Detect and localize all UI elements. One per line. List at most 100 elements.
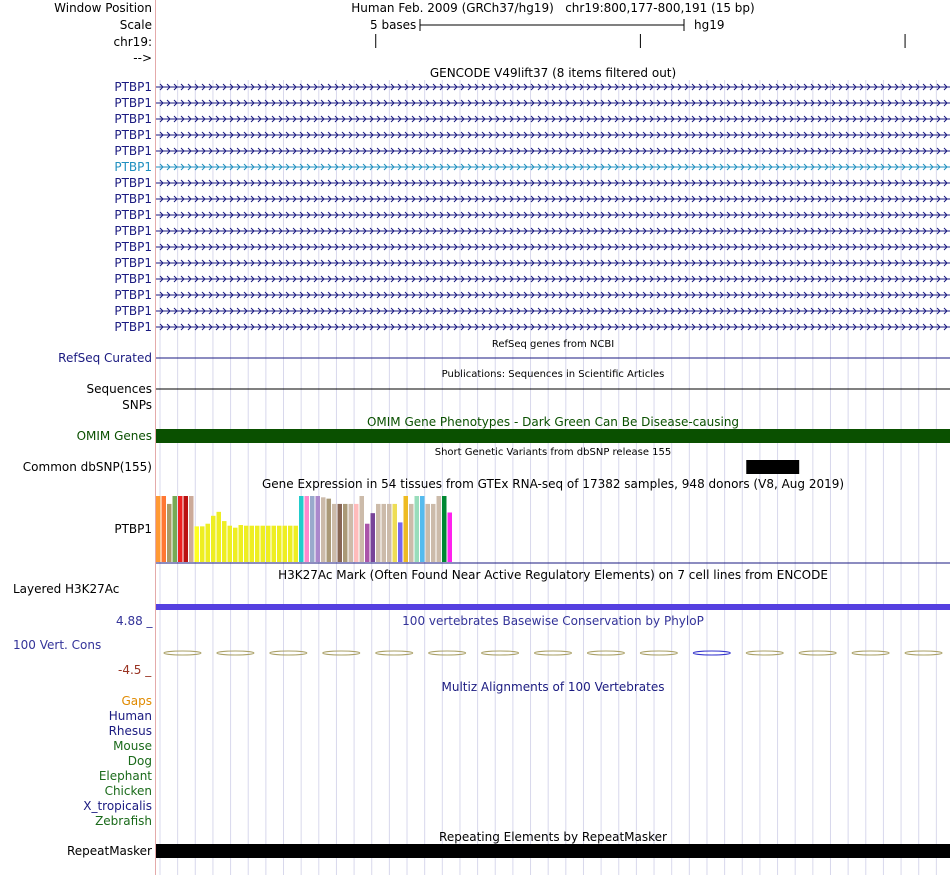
assembly-position: Human Feb. 2009 (GRCh37/hg19) chr19:800,… <box>351 1 755 15</box>
phylop-glyph <box>375 650 414 656</box>
omim-bar <box>156 429 950 443</box>
gaps-label[interactable]: Gaps <box>121 694 152 708</box>
gtex-tissue-bar <box>282 525 287 562</box>
multiz-species-label[interactable]: Mouse <box>113 739 152 753</box>
snps-label[interactable]: SNPs <box>122 398 152 412</box>
gtex-tissue-bar <box>255 525 260 562</box>
gtex-tissue-bar <box>178 496 183 562</box>
gtex-tissue-bar <box>277 525 282 562</box>
phylop-label[interactable]: 100 Vert. Cons <box>13 638 102 652</box>
publications-label[interactable]: Sequences <box>86 382 152 396</box>
multiz-title: Multiz Alignments of 100 Vertebrates <box>441 680 665 694</box>
strand-arrows <box>159 243 948 251</box>
gtex-tissue-bar <box>348 503 353 562</box>
omim-title: OMIM Gene Phenotypes - Dark Green Can Be… <box>366 415 740 429</box>
gtex-tissue-bar <box>172 496 177 562</box>
gtex-tissue-bar <box>227 525 232 562</box>
gtex-tissue-bar <box>293 525 298 562</box>
multiz-species-label[interactable]: Chicken <box>104 784 152 798</box>
repeatmasker-label[interactable]: RepeatMasker <box>66 844 152 858</box>
gtex-tissue-bar <box>299 496 304 562</box>
gencode-transcript-label[interactable]: PTBP1 <box>114 320 152 334</box>
refseq-title: RefSeq genes from NCBI <box>491 339 615 350</box>
gtex-tissue-bar <box>244 525 249 562</box>
repeatmasker-title: Repeating Elements by RepeatMasker <box>439 830 667 844</box>
phylop-glyph <box>269 650 308 656</box>
phylop-title: 100 vertebrates Basewise Conservation by… <box>402 614 704 628</box>
multiz-species-label[interactable]: Zebrafish <box>95 814 152 828</box>
gencode-transcript-label[interactable]: PTBP1 <box>114 112 152 126</box>
phylop-glyph <box>692 650 731 656</box>
gtex-tissue-bar <box>387 503 392 562</box>
gencode-transcript-label[interactable]: PTBP1 <box>114 128 152 142</box>
gencode-transcript-label[interactable]: PTBP1 <box>114 144 152 158</box>
gtex-tissue-bar <box>409 503 414 562</box>
gtex-tissue-bar <box>249 525 254 562</box>
dbsnp-variant <box>746 460 800 474</box>
gtex-tissue-bar <box>431 503 436 562</box>
dbsnp-label[interactable]: Common dbSNP(155) <box>22 460 152 474</box>
phylop-glyph <box>216 650 255 656</box>
gencode-transcript-label[interactable]: PTBP1 <box>114 208 152 222</box>
phylop-glyph <box>163 650 202 656</box>
strand-arrows <box>159 163 948 171</box>
gtex-tissue-bar <box>321 497 326 562</box>
gtex-tissue-bar <box>354 503 359 562</box>
gtex-tissue-bar <box>304 496 309 562</box>
gencode-transcript-label[interactable]: PTBP1 <box>114 160 152 174</box>
gtex-title: Gene Expression in 54 tissues from GTEx … <box>261 477 845 491</box>
gtex-tissue-bar <box>392 503 397 562</box>
strand-arrows <box>159 291 948 299</box>
multiz-species-label[interactable]: Dog <box>127 754 152 768</box>
omim-label[interactable]: OMIM Genes <box>76 429 152 443</box>
strand-arrows <box>159 147 948 155</box>
gtex-tissue-bar <box>211 515 216 562</box>
gencode-transcript-label[interactable]: PTBP1 <box>114 224 152 238</box>
publications-title: Publications: Sequences in Scientific Ar… <box>441 369 665 380</box>
gencode-transcript-label[interactable]: PTBP1 <box>114 176 152 190</box>
gtex-tissue-bar <box>337 503 342 562</box>
gtex-tissue-bar <box>156 496 161 562</box>
phylop-glyph <box>533 650 573 656</box>
gtex-tissue-bar <box>332 503 337 562</box>
gencode-transcript-label[interactable]: PTBP1 <box>114 304 152 318</box>
phylop-glyph <box>745 650 784 656</box>
gencode-transcript-label[interactable]: PTBP1 <box>114 80 152 94</box>
gencode-transcript-label[interactable]: PTBP1 <box>114 256 152 270</box>
gtex-tissue-bar <box>183 496 188 562</box>
strand-arrows <box>159 195 948 203</box>
multiz-species-label[interactable]: Rhesus <box>108 724 152 738</box>
gtex-tissue-bar <box>233 527 238 562</box>
db-name: hg19 <box>694 18 725 32</box>
strand-arrows <box>159 323 948 331</box>
phylop-glyph <box>428 650 467 656</box>
multiz-species-label[interactable]: Elephant <box>98 769 152 783</box>
strand-arrows <box>159 131 948 139</box>
gencode-transcript-label[interactable]: PTBP1 <box>114 192 152 206</box>
strand-label: --> <box>133 51 152 65</box>
gencode-transcript-label[interactable]: PTBP1 <box>114 272 152 286</box>
gtex-tissue-bar <box>205 523 210 562</box>
multiz-species-label[interactable]: X_tropicalis <box>83 799 152 813</box>
strand-arrows <box>159 227 948 235</box>
scale-text: 5 bases <box>370 18 417 32</box>
multiz-species-label[interactable]: Human <box>108 709 152 723</box>
gtex-tissue-bar <box>420 496 425 562</box>
gencode-transcript-label[interactable]: PTBP1 <box>114 96 152 110</box>
gtex-tissue-bar <box>447 512 452 562</box>
gtex-tissue-bar <box>381 503 386 562</box>
gtex-label[interactable]: PTBP1 <box>114 522 152 536</box>
gtex-tissue-bar <box>216 511 221 562</box>
gencode-transcript-label[interactable]: PTBP1 <box>114 240 152 254</box>
strand-arrows <box>159 211 948 219</box>
gencode-transcript-label[interactable]: PTBP1 <box>114 288 152 302</box>
gtex-tissue-bar <box>271 525 276 562</box>
gtex-tissue-bar <box>398 522 403 562</box>
strand-arrows <box>159 99 948 107</box>
refseq-label[interactable]: RefSeq Curated <box>58 351 152 365</box>
gtex-tissue-bar <box>189 496 194 562</box>
h3k27ac-label[interactable]: Layered H3K27Ac <box>13 582 120 596</box>
